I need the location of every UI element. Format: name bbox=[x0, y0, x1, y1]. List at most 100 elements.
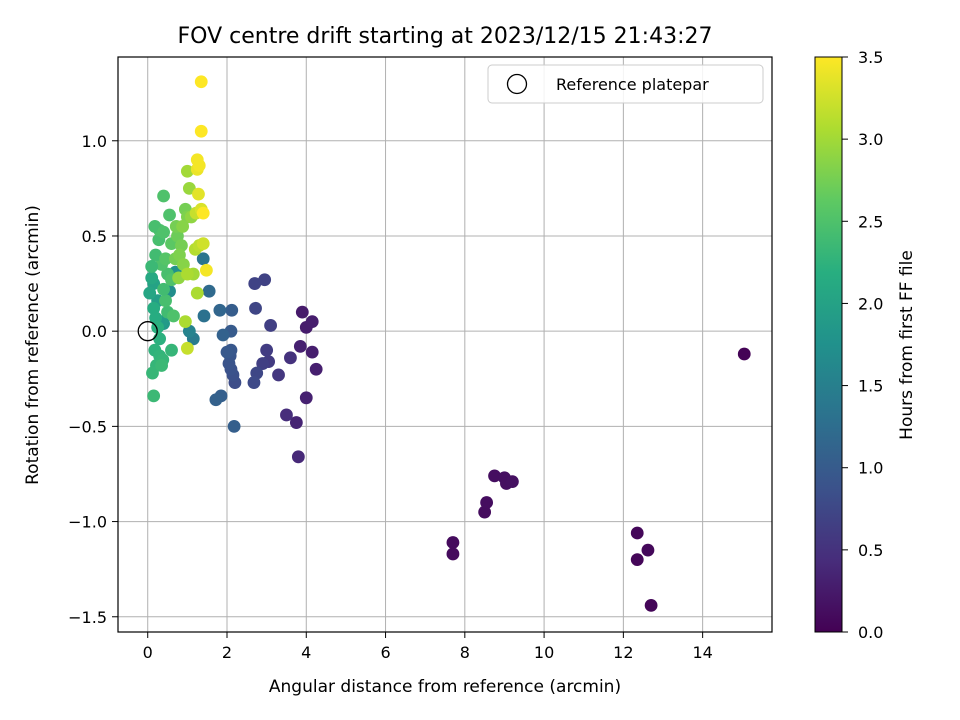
data-point bbox=[309, 362, 323, 376]
data-point bbox=[264, 319, 277, 332]
colorbar-tick-label: 0.5 bbox=[858, 541, 883, 560]
y-tick-label: 0.5 bbox=[82, 227, 107, 246]
x-tick-label: 4 bbox=[301, 643, 311, 662]
data-point bbox=[227, 419, 241, 433]
data-point bbox=[167, 309, 180, 323]
x-tick-label: 12 bbox=[613, 643, 633, 662]
colorbar-tick-label: 0.0 bbox=[858, 623, 883, 642]
y-tick-label: −0.5 bbox=[68, 417, 107, 436]
data-point bbox=[291, 450, 305, 464]
data-point bbox=[147, 389, 161, 403]
legend-marker-reference bbox=[506, 73, 528, 95]
data-point bbox=[280, 408, 293, 422]
data-point bbox=[305, 345, 319, 359]
reference-platepar-marker bbox=[137, 321, 158, 342]
data-point bbox=[196, 206, 210, 220]
colorbar-ticks: 0.0 0.5 1.0 1.5 2.0 2.5 3.0 3.5 bbox=[842, 48, 883, 642]
colorbar-tick-label: 2.5 bbox=[858, 212, 883, 231]
data-point bbox=[194, 75, 208, 89]
data-point bbox=[145, 260, 159, 273]
data-point bbox=[143, 286, 157, 300]
data-point bbox=[157, 189, 170, 203]
data-point bbox=[196, 252, 210, 266]
colorbar-tick-label: 1.5 bbox=[858, 377, 883, 396]
data-point bbox=[505, 475, 519, 488]
y-axis-label: Rotation from reference (arcmin) bbox=[23, 205, 43, 485]
data-point bbox=[488, 469, 501, 483]
data-point bbox=[178, 315, 192, 329]
legend-box bbox=[487, 64, 764, 104]
data-point bbox=[737, 347, 751, 361]
data-point bbox=[258, 273, 272, 287]
legend: Reference platepar bbox=[487, 64, 764, 104]
data-point bbox=[175, 239, 188, 252]
grid bbox=[118, 57, 772, 632]
y-tick-label: −1.0 bbox=[68, 513, 107, 532]
data-point bbox=[190, 286, 204, 300]
data-point bbox=[299, 391, 313, 405]
data-point bbox=[630, 553, 644, 567]
data-point bbox=[248, 277, 262, 290]
data-point bbox=[295, 305, 309, 319]
data-point bbox=[480, 496, 494, 509]
data-point bbox=[293, 340, 307, 353]
data-point bbox=[157, 225, 170, 239]
data-point bbox=[149, 248, 163, 262]
data-point bbox=[153, 332, 167, 346]
data-point bbox=[145, 271, 159, 285]
data-point bbox=[260, 343, 274, 357]
data-point bbox=[176, 220, 190, 233]
data-point bbox=[147, 301, 161, 315]
data-point bbox=[202, 284, 216, 298]
colorbar-tick-label: 3.5 bbox=[858, 48, 883, 67]
axes: 0 2 4 6 8 10 12 14 −1.5 −1.0 −0.5 0.0 0.5 1.0 bbox=[68, 56, 773, 662]
x-axis-label: Angular distance from reference (arcmin) bbox=[269, 677, 621, 697]
data-point bbox=[446, 536, 460, 549]
data-point bbox=[197, 309, 211, 323]
data-point bbox=[305, 315, 319, 329]
x-tick-label: 2 bbox=[222, 643, 232, 662]
data-point bbox=[630, 526, 644, 540]
colorbar-label: Hours from first FF file bbox=[897, 250, 917, 440]
data-point bbox=[180, 341, 194, 355]
data-point bbox=[247, 376, 261, 389]
data-point bbox=[155, 359, 169, 372]
data-point bbox=[225, 303, 239, 317]
data-point bbox=[272, 368, 285, 382]
data-point bbox=[190, 153, 204, 167]
data-point bbox=[213, 303, 227, 317]
data-point bbox=[209, 393, 223, 407]
data-point bbox=[641, 543, 655, 557]
data-point bbox=[284, 351, 297, 365]
data-point bbox=[256, 357, 270, 370]
y-tick-label: 1.0 bbox=[82, 132, 107, 151]
x-tick-label: 14 bbox=[692, 643, 712, 662]
colorbar: 0.0 0.5 1.0 1.5 2.0 2.5 3.0 3.5 Hours from firs… bbox=[814, 48, 917, 642]
data-point bbox=[446, 547, 460, 561]
data-point bbox=[159, 252, 172, 266]
data-point bbox=[182, 181, 196, 195]
data-point bbox=[289, 416, 303, 429]
data-point bbox=[180, 164, 194, 178]
data-point bbox=[163, 208, 176, 222]
data-points bbox=[137, 75, 751, 612]
data-point bbox=[194, 124, 208, 138]
data-point bbox=[196, 237, 210, 250]
data-point bbox=[220, 345, 234, 359]
data-point bbox=[157, 282, 170, 296]
data-point bbox=[192, 187, 205, 201]
data-point bbox=[165, 343, 178, 357]
x-tick-label: 10 bbox=[534, 643, 554, 662]
data-point bbox=[180, 267, 194, 281]
data-point bbox=[644, 598, 658, 612]
colorbar-tick-label: 3.0 bbox=[858, 130, 883, 149]
x-tick-label: 8 bbox=[460, 643, 470, 662]
y-tick-label: 0.0 bbox=[82, 322, 107, 341]
data-point bbox=[159, 294, 172, 308]
data-point bbox=[199, 263, 213, 277]
colorbar-gradient bbox=[814, 56, 843, 633]
chart-title: FOV centre drift starting at 2023/12/15 … bbox=[178, 24, 713, 49]
colorbar-tick-label: 1.0 bbox=[858, 459, 883, 478]
data-point bbox=[249, 301, 262, 315]
